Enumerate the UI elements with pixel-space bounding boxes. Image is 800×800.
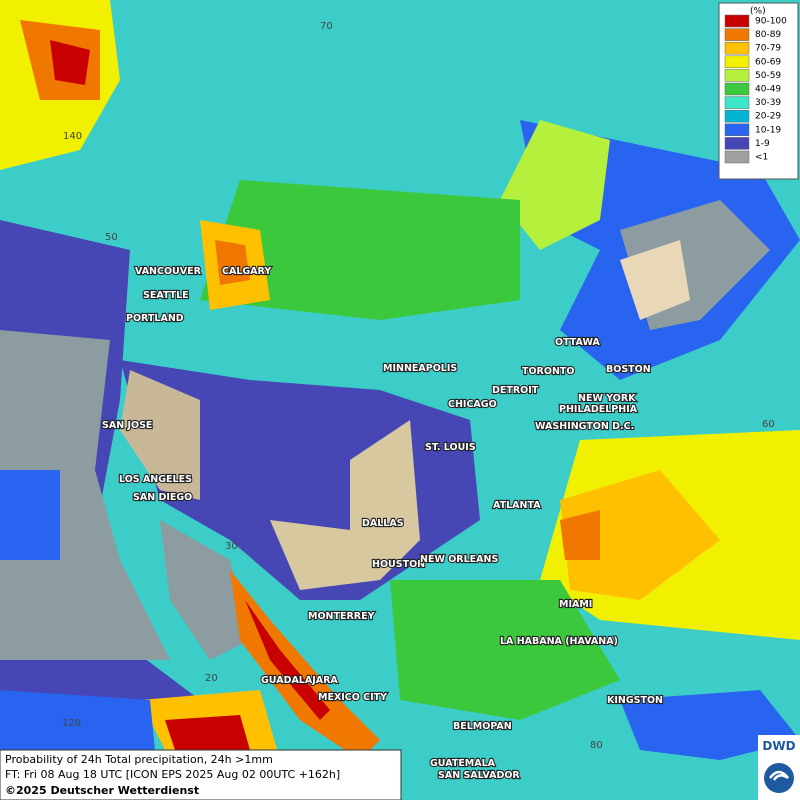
city-label: NEW ORLEANS — [420, 554, 498, 565]
city-label: NEW YORK — [578, 393, 636, 404]
legend-swatch — [724, 41, 750, 55]
city-label: MONTERREY — [308, 611, 375, 622]
city-label: ST. LOUIS — [425, 442, 476, 453]
city-label: WASHINGTON D.C. — [535, 421, 634, 432]
city-label: SEATTLE — [143, 290, 189, 301]
legend-label: 80-89 — [755, 30, 781, 40]
city-label: MINNEAPOLIS — [383, 363, 457, 374]
footer-box — [0, 749, 402, 800]
graticule-label: 80 — [590, 740, 603, 751]
city-label: TORONTO — [522, 366, 574, 377]
legend-label: 90-100 — [755, 17, 787, 27]
city-labels: VANCOUVER CALGARY SEATTLE PORTLAND MINNE… — [101, 265, 664, 782]
legend-swatch — [724, 123, 750, 137]
graticule-labels: 70 140 50 60 30 20 120 80 — [62, 21, 775, 751]
city-label: CHICAGO — [448, 399, 497, 410]
logo-icon — [764, 763, 794, 793]
graticule-label: 20 — [205, 673, 218, 684]
graticule-label: 60 — [762, 419, 775, 430]
city-label: GUATEMALA — [430, 758, 496, 769]
legend-label: 20-29 — [755, 112, 781, 122]
city-label: ATLANTA — [493, 500, 541, 511]
graticule-label: 140 — [63, 131, 82, 142]
city-label: SAN SALVADOR — [438, 770, 520, 781]
legend-label: 70-79 — [755, 44, 781, 54]
legend-swatch — [724, 82, 750, 96]
city-label: KINGSTON — [607, 695, 663, 706]
logo-text: DWD — [762, 739, 795, 753]
city-label: SAN DIEGO — [133, 492, 192, 503]
city-label: BELMOPAN — [453, 721, 512, 732]
legend-swatch — [724, 14, 750, 28]
footer-text: ©2025 Deutscher Wetterdienst — [5, 784, 199, 797]
legend-label: 1-9 — [755, 139, 770, 149]
legend-swatch — [724, 96, 750, 109]
footer-text: FT: Fri 08 Aug 18 UTC [ICON EPS 2025 Aug… — [5, 768, 340, 781]
legend-label: <1 — [755, 153, 768, 163]
legend-swatch — [724, 109, 750, 123]
legend-label: 40-49 — [755, 85, 781, 95]
city-label: GUADALAJARA — [261, 675, 338, 686]
legend-swatch — [724, 150, 750, 164]
legend-label: 30-39 — [755, 98, 781, 108]
city-label: PORTLAND — [126, 313, 184, 324]
legend-swatch — [724, 69, 750, 82]
city-label: LOS ANGELES — [119, 474, 192, 485]
legend-label: 60-69 — [755, 57, 781, 67]
city-label: DALLAS — [362, 518, 404, 529]
city-label: LA HABANA (HAVANA) — [500, 636, 618, 647]
footer-text: Probability of 24h Total precipitation, … — [5, 753, 273, 766]
graticule-label: 70 — [320, 21, 333, 32]
legend-label: 50-59 — [755, 71, 781, 81]
graticule-label: 30 — [225, 541, 238, 552]
legend-swatch — [724, 137, 750, 150]
city-label: SAN JOSE — [102, 420, 152, 431]
city-label: OTTAWA — [555, 337, 600, 348]
city-label: DETROIT — [492, 385, 539, 396]
city-label: CALGARY — [222, 266, 271, 277]
legend: (%) 90-100 80-89 70-79 60-69 50-59 40-49 30-39… — [718, 2, 799, 180]
graticule-label: 50 — [105, 232, 118, 243]
legend-swatch — [724, 28, 750, 41]
legend-label: 10-19 — [755, 125, 781, 135]
city-label: PHILADELPHIA — [559, 404, 638, 415]
city-label: VANCOUVER — [135, 266, 202, 277]
city-label: MEXICO CITY — [318, 692, 387, 703]
city-label: MIAMI — [559, 599, 592, 610]
city-label: BOSTON — [606, 364, 651, 375]
city-label: HOUSTON — [372, 559, 425, 570]
legend-swatch — [724, 55, 750, 69]
logo-swirl — [769, 770, 789, 781]
graticule-label: 120 — [62, 718, 81, 729]
legend-title: (%) — [750, 7, 766, 17]
